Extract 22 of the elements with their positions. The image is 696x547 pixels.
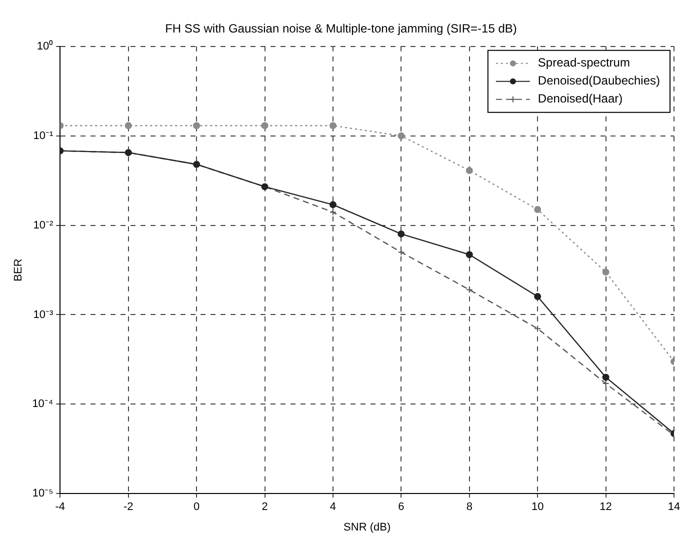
x-tick-label: 6 <box>398 501 404 514</box>
y-tick-label: 10⁻³ <box>33 308 54 321</box>
x-tick-label: -4 <box>55 501 66 514</box>
y-tick-label: 10⁰ <box>36 39 54 52</box>
y-tick-label: 10⁻⁵ <box>32 488 54 500</box>
chart-title: FH SS with Gaussian noise & Multiple-tone jamming (SIR=-15 dB) <box>165 22 517 36</box>
x-tick-label: 10 <box>531 501 544 514</box>
x-tick-label: 4 <box>330 501 336 514</box>
legend-label: Denoised(Daubechies) <box>538 74 660 88</box>
x-tick-label: 12 <box>600 501 612 514</box>
x-tick-label: 0 <box>194 501 200 514</box>
y-tick-label: 10⁻⁴ <box>32 398 54 410</box>
x-tick-label: -2 <box>123 501 134 514</box>
y-tick-label: 10⁻² <box>33 219 54 232</box>
x-axis-title: SNR (dB) <box>344 521 391 534</box>
legend-label: Denoised(Haar) <box>538 92 623 106</box>
x-tick-label: 8 <box>466 501 472 514</box>
legend-label: Spread-spectrum <box>538 56 630 70</box>
x-tick-label: 14 <box>668 501 680 514</box>
x-tick-label: 2 <box>262 501 268 514</box>
y-axis-title: BER <box>12 258 25 282</box>
y-tick-label: 10⁻¹ <box>33 130 54 142</box>
